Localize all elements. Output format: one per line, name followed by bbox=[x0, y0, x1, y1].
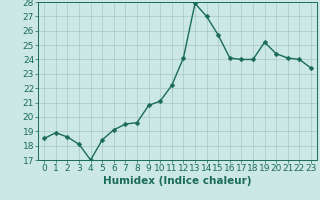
X-axis label: Humidex (Indice chaleur): Humidex (Indice chaleur) bbox=[103, 176, 252, 186]
